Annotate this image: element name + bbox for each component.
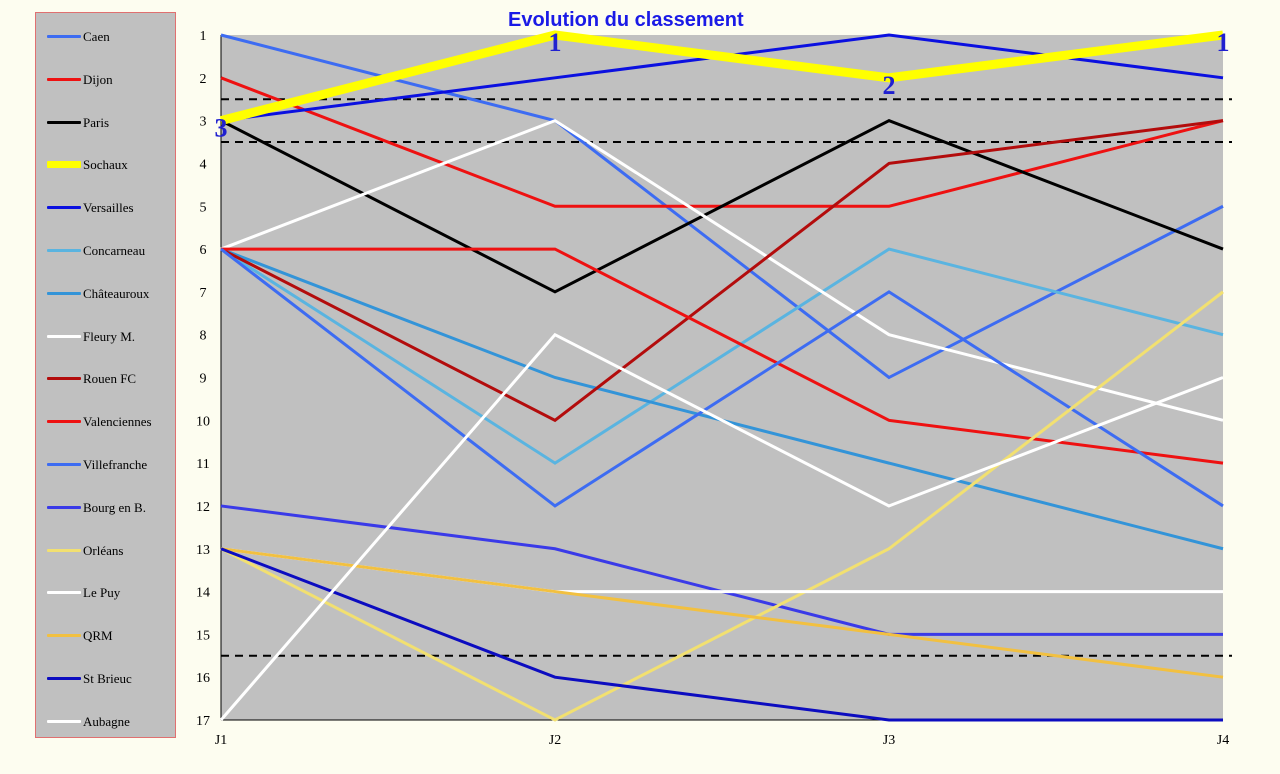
legend-item: Sochaux — [36, 155, 177, 175]
legend-label: Sochaux — [83, 157, 128, 173]
legend-item: Châteauroux — [36, 284, 177, 304]
legend-swatch — [47, 206, 81, 210]
legend-swatch — [47, 548, 81, 552]
x-tick-label: J4 — [1217, 733, 1229, 748]
y-tick-label: 10 — [196, 414, 210, 429]
x-tick-label: J2 — [549, 733, 561, 748]
y-tick-label: 9 — [200, 372, 207, 387]
legend-label: Paris — [83, 114, 109, 130]
legend-item: Bourg en B. — [36, 498, 177, 518]
legend-label: Rouen FC — [83, 371, 137, 387]
y-tick-label: 16 — [196, 671, 210, 686]
legend-swatch — [47, 377, 81, 381]
legend-label: Bourg en B. — [83, 499, 146, 515]
legend-item: Fleury M. — [36, 327, 177, 347]
legend-item: Caen — [36, 27, 177, 47]
series-line-aubagne — [219, 332, 1224, 721]
series-line-orleans — [220, 290, 1224, 722]
y-tick-label: 13 — [196, 543, 210, 558]
legend-item: Dijon — [36, 70, 177, 90]
series-line-qrm — [220, 547, 1224, 679]
legend-label: Valenciennes — [83, 414, 152, 430]
y-tick-label: 17 — [196, 714, 210, 729]
legend-label: Villefranche — [83, 457, 148, 472]
x-tick-label: J1 — [215, 733, 227, 748]
plot-area — [221, 35, 1223, 720]
rank-annotation: 3 — [215, 114, 228, 143]
legend-swatch — [47, 77, 81, 81]
series-line-rouen-fc — [220, 119, 1224, 423]
rank-annotation: 1 — [1217, 28, 1230, 57]
legend-item: Rouen FC — [36, 369, 177, 389]
rank-annotation: 1 — [549, 28, 562, 57]
legend-label: Concarneau — [83, 243, 146, 258]
legend-label: St Brieuc — [83, 671, 132, 686]
legend-item: Aubagne — [36, 712, 177, 732]
rank-annotation: 2 — [883, 71, 896, 100]
y-tick-label: 4 — [200, 157, 207, 172]
legend-label: QRM — [83, 628, 113, 644]
legend-item: Paris — [36, 113, 177, 133]
legend-label: Le Puy — [83, 585, 121, 601]
y-tick-label: 11 — [196, 457, 209, 472]
y-tick-label: 3 — [200, 115, 207, 130]
y-tick-label: 7 — [200, 286, 207, 301]
y-tick-label: 2 — [200, 72, 207, 87]
legend-label: Dijon — [83, 71, 113, 87]
legend-label: Châteauroux — [83, 285, 150, 301]
legend-item: QRM — [36, 626, 177, 646]
legend-swatch — [47, 249, 81, 252]
legend-item: Orléans — [36, 541, 177, 561]
legend-swatch — [47, 719, 81, 723]
legend-item: Valenciennes — [36, 412, 177, 432]
x-tick-label: J3 — [883, 733, 895, 748]
legend-item: Villefranche — [36, 455, 177, 475]
legend-item: Le Puy — [36, 583, 177, 603]
legend-swatch — [47, 505, 81, 509]
y-tick-label: 15 — [196, 628, 210, 643]
legend-item: St Brieuc — [36, 669, 177, 689]
legend-swatch — [47, 35, 81, 38]
legend-label: Aubagne — [83, 713, 130, 729]
legend-item: Versailles — [36, 198, 177, 218]
y-tick-label: 6 — [200, 243, 207, 258]
y-tick-label: 5 — [200, 200, 207, 215]
series-line-villefranche — [220, 247, 1224, 508]
legend-label: Orléans — [83, 542, 124, 558]
series-line-st-brieuc — [220, 547, 1223, 722]
y-tick-label: 12 — [196, 500, 210, 515]
legend-label: Fleury M. — [83, 328, 135, 344]
legend-swatch — [47, 634, 81, 638]
y-tick-label: 14 — [196, 586, 210, 601]
legend-label: Versailles — [83, 200, 134, 216]
legend-item: Concarneau — [36, 241, 177, 261]
y-tick-label: 1 — [200, 29, 207, 44]
series-line-sochaux — [219, 30, 1224, 125]
series-line-fleury-m — [220, 118, 1224, 422]
series-line-paris — [220, 118, 1224, 294]
legend-swatch — [47, 291, 81, 295]
series-line-concarneau — [220, 247, 1224, 465]
chart-legend: Caen Dijon Paris Sochaux Versailles Concarnea… — [35, 12, 176, 738]
legend-swatch — [47, 334, 81, 338]
legend-swatch — [47, 463, 81, 466]
chart-title: Evolution du classement — [508, 9, 744, 31]
legend-label: Caen — [83, 29, 110, 44]
legend-swatch — [47, 591, 81, 595]
y-tick-label: 8 — [200, 329, 207, 344]
legend-swatch — [47, 420, 81, 424]
legend-swatch — [47, 161, 81, 169]
legend-swatch — [47, 677, 81, 680]
legend-swatch — [47, 120, 81, 124]
